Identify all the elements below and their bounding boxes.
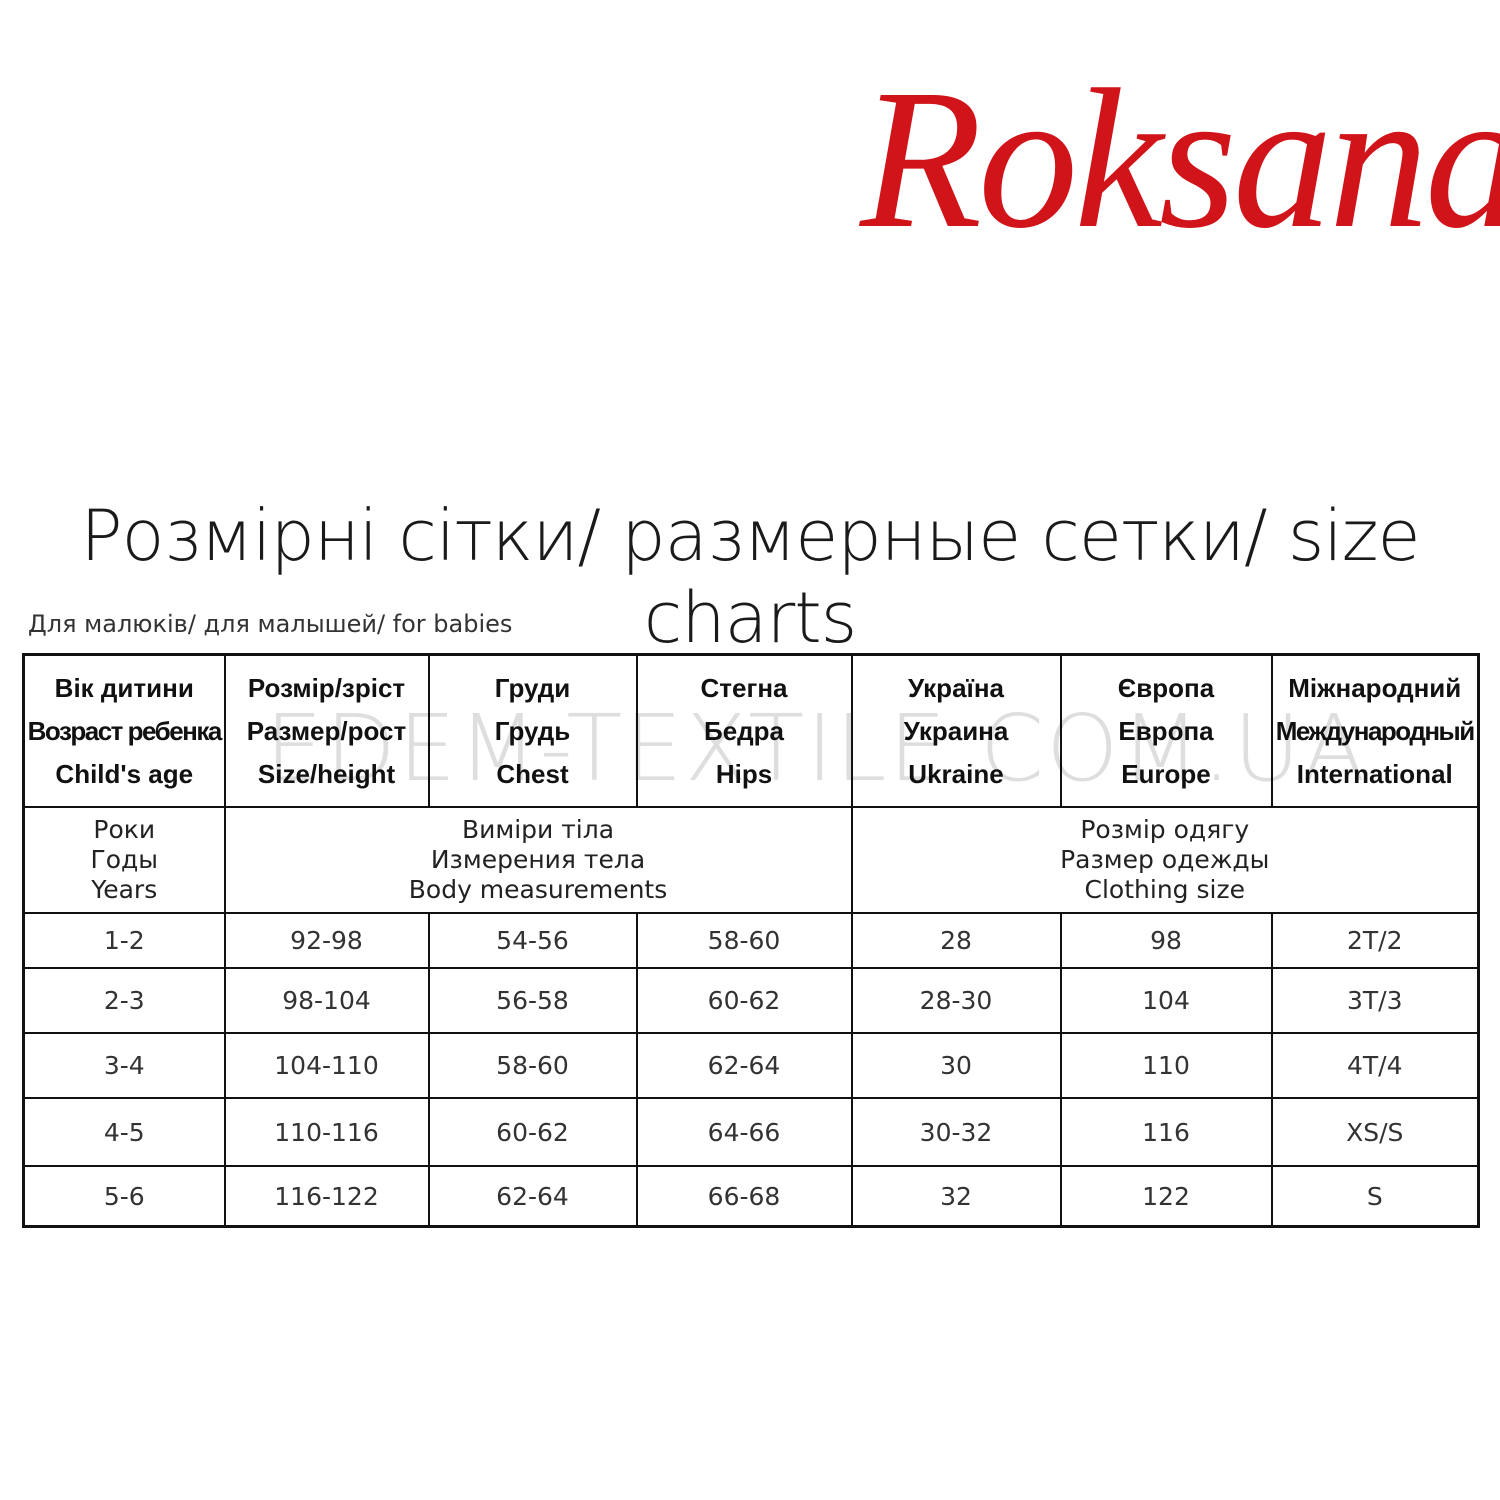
table-cell: 110 <box>1059 1032 1273 1099</box>
table-cell: 54-56 <box>427 912 638 969</box>
header-line: Child's age <box>55 758 194 789</box>
table-cell: 110-116 <box>223 1097 430 1167</box>
header-cell: Розмір/зріст Размер/рост Size/height <box>223 653 430 808</box>
header-line: Розмір/зріст <box>247 672 406 703</box>
table-cell: 60-62 <box>427 1097 638 1167</box>
header-cell: Груди Грудь Chest <box>427 653 638 808</box>
clothing-ru: Размер одежды <box>1060 845 1270 874</box>
table-cell: 116-122 <box>223 1165 430 1228</box>
table-cell: 3T/3 <box>1270 967 1480 1034</box>
logo-text: Roksana <box>860 49 1500 270</box>
header-line: Size/height <box>257 758 396 789</box>
table-cell: 64-66 <box>635 1097 853 1167</box>
header-cell: Вік дитини Возраст ребенка Child's age <box>22 653 226 808</box>
years-uk: Роки <box>93 815 156 844</box>
header-cell: Європа Европа Europe <box>1059 653 1273 808</box>
header-line: Украина <box>903 715 1009 746</box>
clothing-size-cell: Розмір одягу Размер одежды Clothing size <box>850 806 1480 914</box>
table-cell: 104-110 <box>223 1032 430 1099</box>
header-line: Бедра <box>704 715 784 746</box>
header-line: Стегна <box>700 672 788 703</box>
header-row: Вік дитини Возраст ребенка Child's age Розм… <box>22 653 1480 808</box>
header-line: Europe <box>1121 758 1211 789</box>
body-ru: Измерения тела <box>430 845 646 874</box>
table-cell: 1-2 <box>22 912 226 969</box>
header-line: Вік дитини <box>54 672 194 703</box>
table-cell: 4-5 <box>22 1097 226 1167</box>
table-row: 5-6 116-122 62-64 66-68 32 122 S <box>22 1165 1480 1228</box>
header-line: Україна <box>907 672 1004 703</box>
header-cell: Стегна Бедра Hips <box>635 653 853 808</box>
years-cell: Роки Годы Years <box>22 806 226 914</box>
years-ru: Годы <box>90 845 159 874</box>
header-line: Грудь <box>494 715 571 746</box>
header-line: Ukraine <box>908 758 1004 789</box>
years-en: Years <box>91 875 158 904</box>
body-measurements-cell: Виміри тіла Измерения тела Body measurem… <box>223 806 853 914</box>
table-cell: 60-62 <box>635 967 853 1034</box>
header-cell: Україна Украина Ukraine <box>850 653 1062 808</box>
header-line: International <box>1296 758 1453 789</box>
clothing-uk: Розмір одягу <box>1080 815 1250 844</box>
table-row: 1-2 92-98 54-56 58-60 28 98 2T/2 <box>22 912 1480 969</box>
header-line: Європа <box>1117 672 1215 703</box>
section-subtitle: Для малюків/ для малышей/ for babies <box>28 610 513 638</box>
page-title: Розмірні сітки/ размерные сетки/ size ch… <box>80 495 1420 659</box>
table-cell: 98 <box>1059 912 1273 969</box>
table-cell: 66-68 <box>635 1165 853 1228</box>
table-cell: 62-64 <box>635 1032 853 1099</box>
body-uk: Виміри тіла <box>461 815 615 844</box>
table-cell: 4T/4 <box>1270 1032 1480 1099</box>
table-row: 3-4 104-110 58-60 62-64 30 110 4T/4 <box>22 1032 1480 1099</box>
clothing-en: Clothing size <box>1084 875 1245 904</box>
subheader-row: Роки Годы Years Виміри тіла Измерения те… <box>22 806 1480 914</box>
body-en: Body measurements <box>408 875 668 904</box>
header-cell: Міжнародний Международный International <box>1270 653 1480 808</box>
table-cell: S <box>1270 1165 1480 1228</box>
header-line: Chest <box>496 758 569 789</box>
table-row: 2-3 98-104 56-58 60-62 28-30 104 3T/3 <box>22 967 1480 1034</box>
table-row: 4-5 110-116 60-62 64-66 30-32 116 XS/S <box>22 1097 1480 1167</box>
table-cell: 116 <box>1059 1097 1273 1167</box>
table-cell: 2T/2 <box>1270 912 1480 969</box>
header-line: Груди <box>494 672 571 703</box>
header-line: Міжнародний <box>1288 672 1462 703</box>
roksana-logo: Roksana <box>860 40 1500 310</box>
table-cell: 28 <box>850 912 1062 969</box>
table-cell: 3-4 <box>22 1032 226 1099</box>
header-line: Hips <box>715 758 773 789</box>
header-line: Размер/рост <box>246 715 407 746</box>
table-cell: 2-3 <box>22 967 226 1034</box>
header-line: Международный <box>1275 715 1475 746</box>
table-cell: 30 <box>850 1032 1062 1099</box>
header-line: Возраст ребенка <box>27 715 223 746</box>
table-cell: 32 <box>850 1165 1062 1228</box>
table-cell: 58-60 <box>427 1032 638 1099</box>
table-cell: 62-64 <box>427 1165 638 1228</box>
table-cell: 58-60 <box>635 912 853 969</box>
table-cell: 92-98 <box>223 912 430 969</box>
table-cell: 56-58 <box>427 967 638 1034</box>
table-cell: 98-104 <box>223 967 430 1034</box>
table-cell: XS/S <box>1270 1097 1480 1167</box>
table-cell: 104 <box>1059 967 1273 1034</box>
table-cell: 5-6 <box>22 1165 226 1228</box>
table-cell: 30-32 <box>850 1097 1062 1167</box>
table-cell: 28-30 <box>850 967 1062 1034</box>
header-line: Европа <box>1118 715 1214 746</box>
size-chart-table: Вік дитини Возраст ребенка Child's age Розм… <box>22 653 1480 1228</box>
table-cell: 122 <box>1059 1165 1273 1228</box>
